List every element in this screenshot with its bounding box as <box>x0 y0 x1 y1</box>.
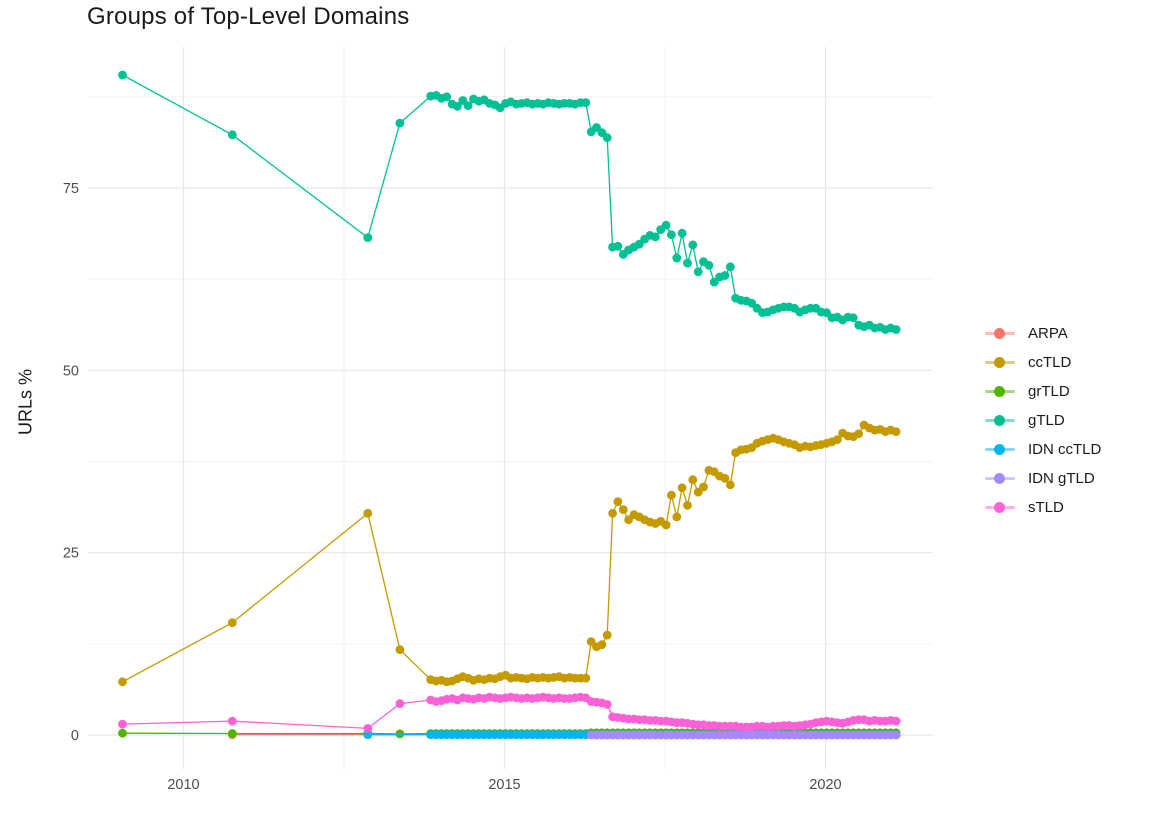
data-point <box>227 618 237 628</box>
data-point <box>832 435 842 444</box>
legend-label: sTLD <box>1028 499 1064 516</box>
data-point <box>613 497 623 506</box>
legend-item-cctld: ccTLD <box>985 348 1101 377</box>
data-point <box>463 101 473 110</box>
data-point <box>891 716 901 726</box>
data-point <box>227 130 237 140</box>
data-point <box>363 724 373 733</box>
data-point <box>848 313 858 323</box>
data-point <box>363 508 373 518</box>
data-point <box>672 512 682 522</box>
data-point <box>667 230 676 240</box>
data-point <box>693 267 703 277</box>
legend: ARPA ccTLD grTLD gTLD IDN ccTLD IDN gTLD sTLD <box>985 319 1101 522</box>
data-point <box>699 482 708 492</box>
y-tick-label: 25 <box>63 546 79 562</box>
legend-label: gTLD <box>1028 412 1065 429</box>
data-point <box>720 473 730 483</box>
data-point <box>118 677 127 687</box>
data-point <box>891 730 901 740</box>
data-point <box>581 98 591 108</box>
legend-item-idn-cctld: IDN ccTLD <box>985 435 1101 464</box>
data-point <box>720 271 730 280</box>
x-axis-tick-labels: 2010 2015 2020 <box>167 777 841 793</box>
x-tick-label: 2015 <box>488 777 520 793</box>
legend-label: grTLD <box>1028 383 1070 400</box>
legend-item-idn-gtld: IDN gTLD <box>985 464 1101 493</box>
x-tick-label: 2020 <box>809 777 841 793</box>
data-point <box>683 258 692 268</box>
data-point <box>891 325 901 334</box>
data-point <box>581 673 591 683</box>
data-point <box>363 730 373 739</box>
data-point <box>688 240 698 250</box>
data-point <box>854 429 864 439</box>
data-point <box>597 640 607 649</box>
legend-label: ARPA <box>1028 325 1068 342</box>
legend-key-icon <box>985 384 1015 399</box>
data-point <box>118 70 127 80</box>
data-point <box>608 508 617 518</box>
y-axis-title: URLs % <box>15 368 36 435</box>
data-point <box>453 101 462 111</box>
legend-key-icon <box>985 442 1015 457</box>
legend-item-gtld: gTLD <box>985 406 1101 435</box>
data-point <box>227 729 237 738</box>
gridlines-major <box>88 47 933 769</box>
data-point <box>651 232 660 242</box>
legend-key-icon <box>985 326 1015 341</box>
legend-label: ccTLD <box>1028 354 1072 371</box>
series-stld <box>118 692 901 733</box>
data-point <box>602 630 612 640</box>
data-point <box>672 253 682 263</box>
legend-item-arpa: ARPA <box>985 319 1101 348</box>
data-point <box>602 133 612 143</box>
data-point <box>118 728 127 738</box>
data-point <box>677 483 687 493</box>
legend-key-icon <box>985 500 1015 515</box>
data-point <box>683 500 692 510</box>
y-tick-label: 75 <box>63 181 79 197</box>
data-point <box>613 241 623 251</box>
y-tick-label: 0 <box>71 728 79 744</box>
data-point <box>395 699 405 708</box>
data-point <box>891 427 901 436</box>
data-point <box>704 260 714 270</box>
data-point <box>227 716 237 726</box>
data-point <box>618 505 628 514</box>
data-point <box>725 480 735 490</box>
legend-label: IDN gTLD <box>1028 470 1095 487</box>
legend-item-grtld: grTLD <box>985 377 1101 406</box>
legend-label: IDN ccTLD <box>1028 441 1102 458</box>
data-point <box>667 490 676 500</box>
legend-key-icon <box>985 471 1015 486</box>
data-point <box>395 118 405 128</box>
data-point <box>395 645 405 655</box>
y-tick-label: 50 <box>63 363 79 379</box>
data-point <box>661 220 671 230</box>
data-point <box>661 520 671 530</box>
data-point <box>118 719 127 729</box>
y-axis-tick-labels: 0 25 50 75 <box>63 181 79 744</box>
series-cctld <box>118 420 901 687</box>
data-point <box>395 729 405 739</box>
legend-key-icon <box>985 413 1015 428</box>
data-point <box>442 92 452 102</box>
x-tick-label: 2010 <box>167 777 199 793</box>
legend-item-stld: sTLD <box>985 493 1101 522</box>
data-point <box>363 233 373 243</box>
series-gtld <box>118 70 901 334</box>
data-point <box>677 228 687 238</box>
series-idn-gtld <box>586 730 901 740</box>
data-point <box>602 700 612 709</box>
legend-key-icon <box>985 355 1015 370</box>
chart-title: Groups of Top-Level Domains <box>87 3 410 30</box>
data-point <box>725 262 735 272</box>
gridlines-minor <box>88 47 933 769</box>
data-point <box>688 475 698 485</box>
